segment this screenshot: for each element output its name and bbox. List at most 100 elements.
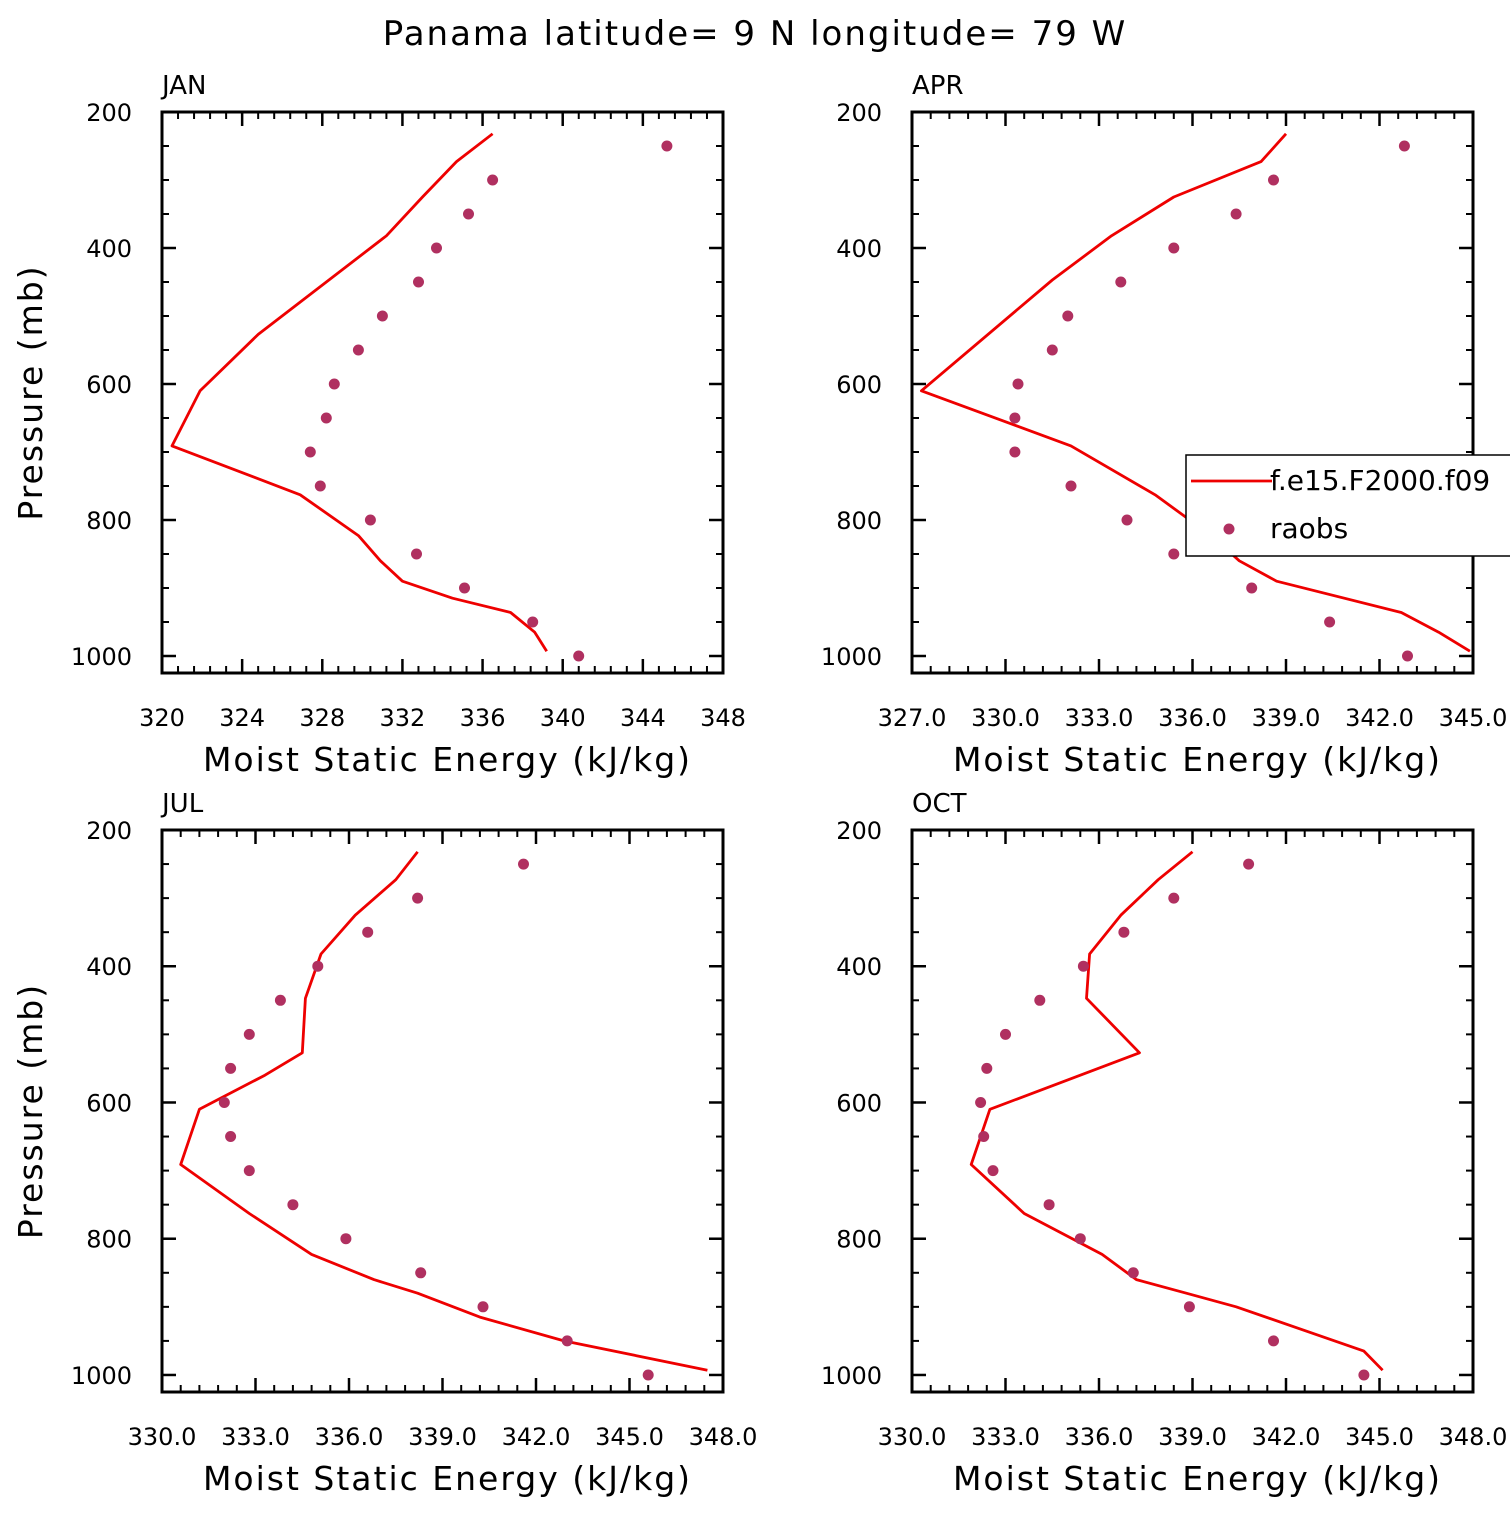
- raobs-point: [487, 174, 499, 186]
- raobs-point: [1118, 926, 1130, 938]
- raobs-point: [981, 1062, 993, 1074]
- raobs-point: [459, 582, 470, 594]
- plot-frame: [160, 110, 725, 675]
- x-tick-label: 345.0: [1345, 1423, 1414, 1451]
- raobs-point: [362, 926, 374, 938]
- legend-label: f.e15.F2000.f09: [1270, 464, 1490, 497]
- legend-label: raobs: [1270, 512, 1348, 545]
- raobs-point: [1127, 1267, 1139, 1279]
- x-axis-label: Moist Static Energy (kJ/kg): [953, 1459, 1442, 1498]
- x-tick-label: 333.0: [1065, 704, 1134, 732]
- raobs-point: [1402, 650, 1413, 662]
- x-tick-label: 330.0: [878, 1423, 947, 1451]
- raobs-point: [1398, 140, 1410, 152]
- plot-frame: [910, 110, 1475, 675]
- x-tick-label: 345.0: [1439, 704, 1508, 732]
- raobs-point: [415, 1267, 427, 1279]
- raobs-point: [561, 1335, 573, 1347]
- raobs-point: [1077, 960, 1089, 972]
- raobs-point: [477, 1301, 489, 1313]
- raobs-point: [274, 994, 286, 1006]
- x-tick-label: 320: [139, 704, 185, 732]
- x-tick-label: 339.0: [1158, 1423, 1227, 1451]
- raobs-point: [218, 1097, 230, 1108]
- x-tick-label: 327.0: [878, 704, 947, 732]
- raobs-point: [527, 616, 539, 628]
- raobs-point: [225, 1062, 237, 1074]
- y-tick-label: 200: [86, 99, 132, 127]
- x-tick-label: 342.0: [1345, 704, 1414, 732]
- y-tick-label: 200: [836, 817, 882, 845]
- raobs-point: [1168, 242, 1180, 254]
- panel-jan: JAN 320 324 328 332 336 340 344 348 200 400 600 800 1…: [11, 71, 746, 779]
- raobs-point: [1034, 994, 1046, 1006]
- raobs-point: [1358, 1369, 1370, 1381]
- x-tick-label: 345.0: [595, 1423, 664, 1451]
- y-axis-label: Pressure (mb): [11, 983, 50, 1239]
- y-tick-label: 600: [836, 371, 882, 399]
- raobs-point: [411, 548, 422, 560]
- raobs-point: [340, 1233, 352, 1245]
- x-axis-label: Moist Static Energy (kJ/kg): [203, 1459, 692, 1498]
- plot-frame: [910, 828, 1475, 1394]
- raobs-point: [1065, 480, 1077, 492]
- raobs-point: [1246, 582, 1258, 594]
- raobs-point: [1268, 174, 1279, 186]
- raobs-point: [661, 140, 673, 152]
- raobs-point: [413, 276, 424, 288]
- x-tick-label: 342.0: [1252, 1423, 1321, 1451]
- y-tick-label: 1000: [821, 643, 882, 671]
- raobs-point: [1243, 858, 1255, 870]
- y-tick-label: 400: [86, 235, 132, 263]
- raobs-point: [1121, 514, 1133, 526]
- raobs-point: [352, 344, 364, 356]
- raobs-point: [243, 1028, 255, 1040]
- y-tick-label: 200: [836, 99, 882, 127]
- raobs-point: [642, 1369, 654, 1381]
- x-tick-label: 339.0: [1252, 704, 1321, 732]
- raobs-point: [304, 446, 316, 458]
- raobs-point: [431, 242, 442, 254]
- raobs-point: [1062, 310, 1074, 322]
- plot-frame: [160, 828, 725, 1394]
- y-tick-label: 1000: [71, 643, 132, 671]
- y-tick-label: 800: [86, 507, 132, 535]
- y-tick-label: 400: [836, 235, 882, 263]
- x-tick-label: 344: [620, 704, 666, 732]
- raobs-point: [225, 1131, 237, 1142]
- series-line-model: [170, 132, 548, 652]
- raobs-point: [1268, 1335, 1279, 1347]
- raobs-point: [1115, 276, 1127, 288]
- raobs-point: [1168, 892, 1180, 904]
- raobs-point: [314, 480, 326, 492]
- x-tick-label: 336: [460, 704, 506, 732]
- x-tick-label: 330.0: [128, 1423, 197, 1451]
- panel-apr: APR 327.0 330.0 333.0 336.0 339.0 342.0 345.0 20…: [821, 71, 1507, 779]
- x-tick-label: 336.0: [1158, 704, 1227, 732]
- x-axis-label: Moist Static Energy (kJ/kg): [203, 740, 692, 779]
- x-tick-label: 336.0: [1065, 1423, 1134, 1451]
- y-tick-label: 600: [86, 371, 132, 399]
- raobs-point: [1074, 1233, 1086, 1245]
- raobs-point: [573, 650, 585, 662]
- x-tick-label: 336.0: [315, 1423, 384, 1451]
- x-tick-label: 324: [219, 704, 265, 732]
- x-tick-label: 339.0: [408, 1423, 477, 1451]
- y-tick-label: 1000: [821, 1362, 882, 1390]
- panel-title: JUL: [160, 789, 204, 819]
- raobs-point: [975, 1097, 987, 1108]
- x-tick-label: 348: [700, 704, 746, 732]
- y-tick-label: 800: [836, 1226, 882, 1254]
- raobs-point: [1043, 1199, 1055, 1211]
- x-tick-label: 348.0: [1439, 1423, 1508, 1451]
- panel-jul: JUL 330.0 333.0 336.0 339.0 342.0 345.0 348.0 20…: [11, 789, 757, 1498]
- raobs-point: [412, 892, 424, 904]
- y-tick-label: 400: [86, 953, 132, 981]
- panel-title: OCT: [912, 789, 967, 819]
- y-axis-label: Pressure (mb): [11, 264, 50, 520]
- y-tick-label: 800: [86, 1226, 132, 1254]
- raobs-point: [1000, 1028, 1011, 1040]
- x-axis-label: Moist Static Energy (kJ/kg): [953, 740, 1442, 779]
